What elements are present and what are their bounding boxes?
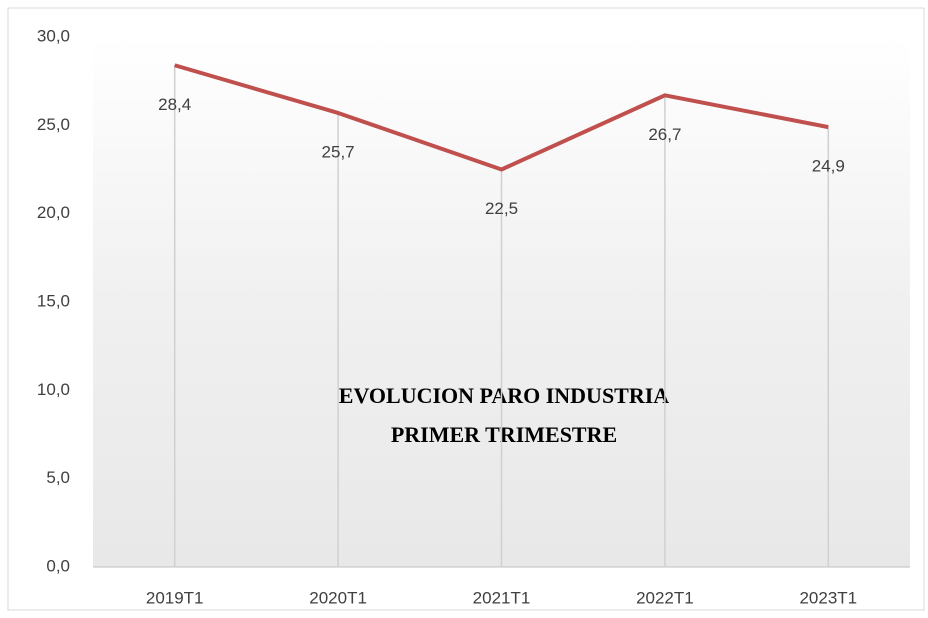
y-tick-label: 10,0 [37,380,70,399]
x-tick-label: 2022T1 [636,588,694,607]
data-label: 26,7 [648,125,681,144]
data-label: 24,9 [812,157,845,176]
x-tick-label: 2021T1 [473,588,531,607]
data-label: 25,7 [322,142,355,161]
y-tick-label: 0,0 [46,556,70,575]
chart-title: PRIMER TRIMESTRE [391,422,617,447]
data-label: 28,4 [158,95,191,114]
y-tick-label: 5,0 [46,468,70,487]
y-tick-label: 30,0 [37,26,70,45]
data-line [174,63,829,172]
x-tick-label: 2023T1 [799,588,857,607]
y-tick-label: 15,0 [37,291,70,310]
y-tick-label: 20,0 [37,203,70,222]
chart-title: EVOLUCION PARO INDUSTRIA [339,383,670,408]
x-tick-label: 2020T1 [309,588,367,607]
data-label: 22,5 [485,199,518,218]
y-tick-label: 25,0 [37,115,70,134]
x-tick-label: 2019T1 [146,588,204,607]
